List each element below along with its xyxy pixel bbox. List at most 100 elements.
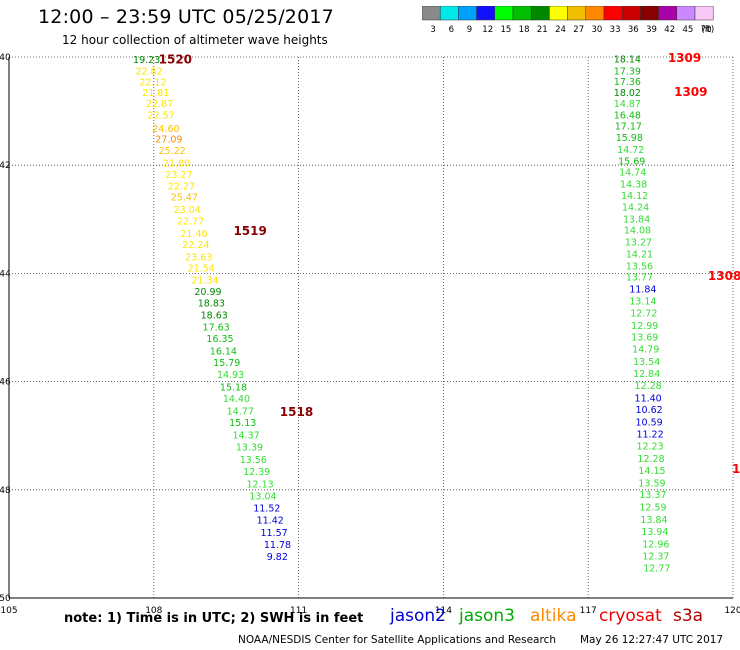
- data-point-0-36: 12.13: [246, 479, 273, 490]
- data-point-0-28: 15.18: [220, 383, 247, 394]
- data-point-0-3: 21.81: [142, 88, 169, 99]
- data-point-0-26: 15.79: [213, 358, 240, 369]
- legend-jason2: jason2: [390, 606, 446, 626]
- data-point-0-8: 25.22: [159, 146, 186, 157]
- scale-label-45: 45: [682, 25, 693, 34]
- data-point-0-37: 13.04: [249, 491, 276, 502]
- data-point-0-0: 19.23: [133, 55, 160, 66]
- footnote: note: 1) Time is in UTC; 2) SWH is in fe…: [64, 611, 364, 626]
- data-point-0-34: 13.56: [240, 455, 267, 466]
- data-point-1-35: 14.15: [638, 466, 665, 477]
- data-point-1-18: 13.56: [626, 261, 653, 272]
- data-point-1-36: 13.59: [638, 478, 665, 489]
- time-label-1: 1519: [233, 224, 266, 238]
- data-point-0-40: 11.57: [260, 528, 287, 539]
- scale-label-39: 39: [646, 25, 657, 34]
- scale-label-18: 18: [519, 25, 530, 34]
- footer-credit: NOAA/NESDIS Center for Satellite Applica…: [238, 634, 556, 646]
- data-point-1-12: 14.12: [621, 191, 648, 202]
- data-point-0-35: 12.39: [243, 467, 270, 478]
- data-point-0-29: 14.40: [223, 394, 250, 405]
- x-tick-108: 108: [145, 606, 162, 616]
- data-point-0-14: 22.77: [177, 216, 204, 227]
- data-point-1-9: 15.69: [618, 156, 645, 167]
- data-point-1-11: 14.38: [620, 180, 647, 191]
- scale-label-27: 27: [573, 25, 584, 34]
- data-point-1-22: 12.72: [630, 308, 657, 319]
- data-point-0-18: 21.54: [188, 263, 215, 274]
- data-point-0-24: 16.35: [206, 334, 233, 345]
- scale-label-70: 70: [701, 25, 712, 34]
- data-point-0-7: 27.09: [155, 135, 182, 146]
- data-point-1-26: 13.54: [633, 357, 660, 368]
- data-point-1-7: 15.98: [616, 133, 643, 144]
- data-point-1-21: 13.14: [629, 296, 656, 307]
- data-point-1-0: 18.14: [614, 55, 641, 66]
- data-point-0-25: 16.14: [210, 346, 237, 357]
- data-point-0-22: 18.63: [201, 311, 228, 322]
- data-point-1-40: 13.94: [641, 527, 668, 538]
- data-point-1-3: 18.02: [614, 88, 641, 99]
- data-point-0-38: 11.52: [253, 504, 280, 515]
- data-point-0-17: 23.63: [185, 253, 212, 264]
- time-label-3: 1309: [668, 51, 701, 65]
- data-point-1-2: 17.36: [614, 77, 641, 88]
- data-point-1-8: 14.72: [617, 145, 644, 156]
- data-point-1-13: 14.24: [622, 202, 649, 213]
- x-tick-111: 111: [290, 606, 307, 616]
- color-scale-legend: 3 6 9 12 15 18 21 24 27 30 33 36 39 42 45 70(ft): [422, 6, 714, 34]
- scale-label-15: 15: [500, 25, 511, 34]
- chart-title: 12:00 – 23:59 UTC 05/25/2017: [38, 6, 334, 28]
- footer-timestamp: May 26 12:27:47 UTC 2017: [580, 634, 724, 646]
- data-point-1-38: 12.59: [639, 503, 666, 514]
- data-point-0-12: 25.47: [171, 193, 198, 204]
- data-point-1-5: 16.48: [614, 110, 641, 121]
- data-point-0-41: 11.78: [264, 540, 291, 551]
- scale-label-30: 30: [591, 25, 602, 34]
- data-point-1-34: 12.28: [637, 454, 664, 465]
- x-tick-117: 117: [580, 606, 597, 616]
- data-point-0-1: 22.82: [135, 67, 162, 78]
- y-tick-40: -40: [0, 53, 11, 63]
- data-point-1-6: 17.17: [615, 122, 642, 133]
- data-point-0-42: 9.82: [267, 552, 288, 563]
- legend-altika: altika: [530, 606, 577, 626]
- data-point-0-16: 22.24: [182, 240, 209, 251]
- data-point-1-33: 12.23: [636, 441, 663, 452]
- scale-label-12: 12: [482, 25, 493, 34]
- legend-cryosat: cryosat: [599, 606, 662, 626]
- data-point-0-10: 23.27: [165, 170, 192, 181]
- data-point-1-4: 14.87: [614, 99, 641, 110]
- data-point-1-28: 12.28: [635, 381, 662, 392]
- data-point-1-15: 14.08: [624, 226, 651, 237]
- data-point-0-13: 23.04: [174, 205, 201, 216]
- data-point-0-2: 22.12: [139, 77, 166, 88]
- data-point-1-30: 10.62: [636, 405, 663, 416]
- data-point-1-41: 12.96: [642, 539, 669, 550]
- data-point-0-9: 21.80: [163, 159, 190, 170]
- data-point-1-32: 11.22: [636, 430, 663, 441]
- data-point-1-1: 17.39: [614, 67, 641, 78]
- data-point-1-29: 11.40: [635, 393, 662, 404]
- scale-label-3: 3: [430, 25, 435, 34]
- data-point-0-27: 14.93: [217, 370, 244, 381]
- y-tick-42: -42: [0, 161, 11, 171]
- data-point-1-14: 13.84: [623, 214, 650, 225]
- data-point-1-19: 13.77: [626, 273, 653, 284]
- y-tick-48: -48: [0, 486, 11, 496]
- data-point-0-39: 11.42: [257, 516, 284, 527]
- scale-label-33: 33: [610, 25, 621, 34]
- data-point-1-43: 12.77: [643, 564, 670, 575]
- data-point-0-33: 13.39: [236, 443, 263, 454]
- time-label-2: 1518: [280, 405, 313, 419]
- y-tick-44: -44: [0, 269, 11, 279]
- data-point-1-17: 14.21: [626, 249, 653, 260]
- data-point-0-4: 22.87: [146, 99, 173, 110]
- data-point-1-10: 14.74: [619, 168, 646, 179]
- data-point-1-39: 13.84: [640, 515, 667, 526]
- scale-label-9: 9: [467, 25, 472, 34]
- data-point-0-23: 17.63: [203, 322, 230, 333]
- x-tick-114: 114: [435, 606, 452, 616]
- time-label-4: 1309: [674, 85, 707, 99]
- legend-jason3: jason3: [459, 606, 515, 626]
